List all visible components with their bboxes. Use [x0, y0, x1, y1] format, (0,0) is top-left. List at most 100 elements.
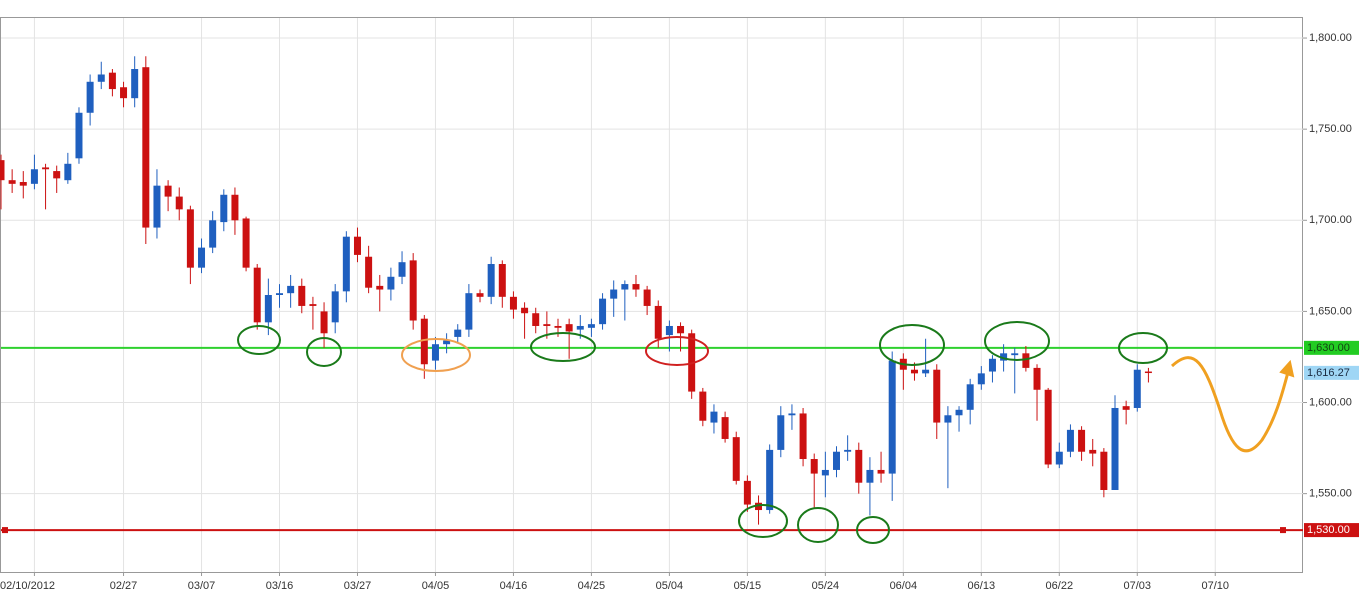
candle-body — [443, 340, 451, 345]
candle-body — [1033, 367, 1041, 390]
candle-body — [164, 185, 172, 197]
candle-body — [855, 449, 863, 483]
candle-body — [632, 284, 640, 290]
candle-body — [476, 293, 484, 297]
y-tick-label: 1,600.00 — [1309, 396, 1352, 408]
candle-body — [844, 449, 852, 452]
candle-body — [833, 451, 840, 470]
candle-body — [331, 291, 339, 323]
candle-body — [64, 163, 72, 181]
y-tick-label: 1,800.00 — [1309, 32, 1352, 44]
candle-body — [565, 324, 573, 332]
candle-body — [1144, 371, 1152, 374]
candle-body — [977, 373, 985, 385]
x-tick-label: 03/07 — [188, 580, 216, 592]
annotation-circle — [306, 337, 342, 367]
candle-body — [610, 289, 618, 299]
candle-body — [420, 318, 428, 365]
candle-body — [509, 296, 517, 310]
candle-body — [665, 325, 673, 336]
annotation-circle — [738, 504, 788, 538]
level-end — [1280, 527, 1286, 534]
candle-body — [298, 285, 306, 306]
x-tick-label: 04/05 — [422, 580, 450, 592]
candle-body — [1055, 451, 1063, 465]
candle-body — [788, 413, 796, 416]
candle-body — [1122, 406, 1130, 410]
levels — [1, 346, 1303, 534]
candle-body — [743, 480, 751, 505]
candle-body — [1066, 429, 1074, 452]
candle-body — [231, 194, 239, 221]
annotation-circle — [984, 321, 1050, 361]
candle-body — [0, 160, 5, 181]
candle-body — [142, 67, 150, 228]
plot-frame — [0, 17, 1303, 573]
x-tick-label: 05/15 — [734, 580, 762, 592]
candle-body — [654, 305, 662, 339]
candle-body — [108, 72, 116, 90]
price-label: 1,616.27 — [1307, 367, 1350, 379]
candle-body — [1100, 451, 1108, 490]
candle-body — [1011, 353, 1019, 356]
candle-body — [621, 284, 629, 290]
candle-body — [365, 256, 373, 288]
annotation-circle — [797, 507, 839, 543]
candle-body — [810, 459, 818, 474]
y-tick-label: 1,700.00 — [1309, 214, 1352, 226]
level-label-box — [1304, 340, 1359, 355]
y-tick-label: 1,650.00 — [1309, 305, 1352, 317]
candle-body — [30, 169, 38, 184]
candle-body — [1044, 389, 1052, 465]
x-tick-label: 02/27 — [110, 580, 138, 592]
candle-body — [966, 384, 974, 410]
axis: 1,550.00 1,600.00 1,650.00 1,700.00 1,750.00… — [0, 32, 1359, 592]
candle-body — [599, 298, 607, 325]
x-tick-label: 04/25 — [578, 580, 606, 592]
candle-body — [1089, 449, 1097, 454]
candle-body — [53, 171, 61, 179]
candle-body — [487, 264, 495, 297]
candle-body — [532, 313, 540, 326]
candle-body — [1022, 353, 1030, 368]
candle-body — [1000, 353, 1008, 361]
candle-body — [587, 324, 595, 328]
candle-body — [799, 413, 807, 460]
candle-body — [866, 469, 874, 483]
candle-body — [498, 264, 506, 297]
annotation-circle — [530, 332, 596, 362]
candle-body — [1111, 407, 1119, 490]
x-tick-label: 07/03 — [1124, 580, 1152, 592]
candle-body — [677, 325, 685, 334]
annotation-circle — [1118, 332, 1168, 364]
candle-body — [933, 369, 941, 423]
candle-body — [643, 289, 651, 306]
candle-body — [220, 194, 228, 223]
x-tick-label: 07/10 — [1201, 580, 1229, 592]
candles — [0, 56, 1152, 525]
level-label-box — [1304, 523, 1359, 538]
candle-body — [131, 69, 139, 99]
candle-body — [1133, 369, 1141, 408]
price-label-box — [1304, 365, 1359, 380]
x-tick-label: 06/04 — [890, 580, 918, 592]
candle-body — [431, 344, 439, 361]
candle-body — [253, 267, 261, 323]
candle-body — [888, 360, 896, 474]
candle-body — [75, 112, 83, 159]
x-tick-label: 05/04 — [656, 580, 684, 592]
annotations — [237, 321, 1295, 544]
candle-body — [454, 329, 462, 337]
x-tick-label: 03/27 — [344, 580, 372, 592]
arrow-head — [1279, 359, 1295, 378]
x-tick-label: 06/22 — [1046, 580, 1074, 592]
candle-body — [398, 262, 406, 277]
candle-body — [186, 209, 194, 268]
candle-body — [922, 369, 930, 374]
candle-body — [521, 307, 529, 314]
candle-body — [8, 180, 16, 184]
candle-body — [755, 502, 763, 511]
candle-body — [209, 220, 217, 248]
x-tick-label: 05/24 — [812, 580, 840, 592]
